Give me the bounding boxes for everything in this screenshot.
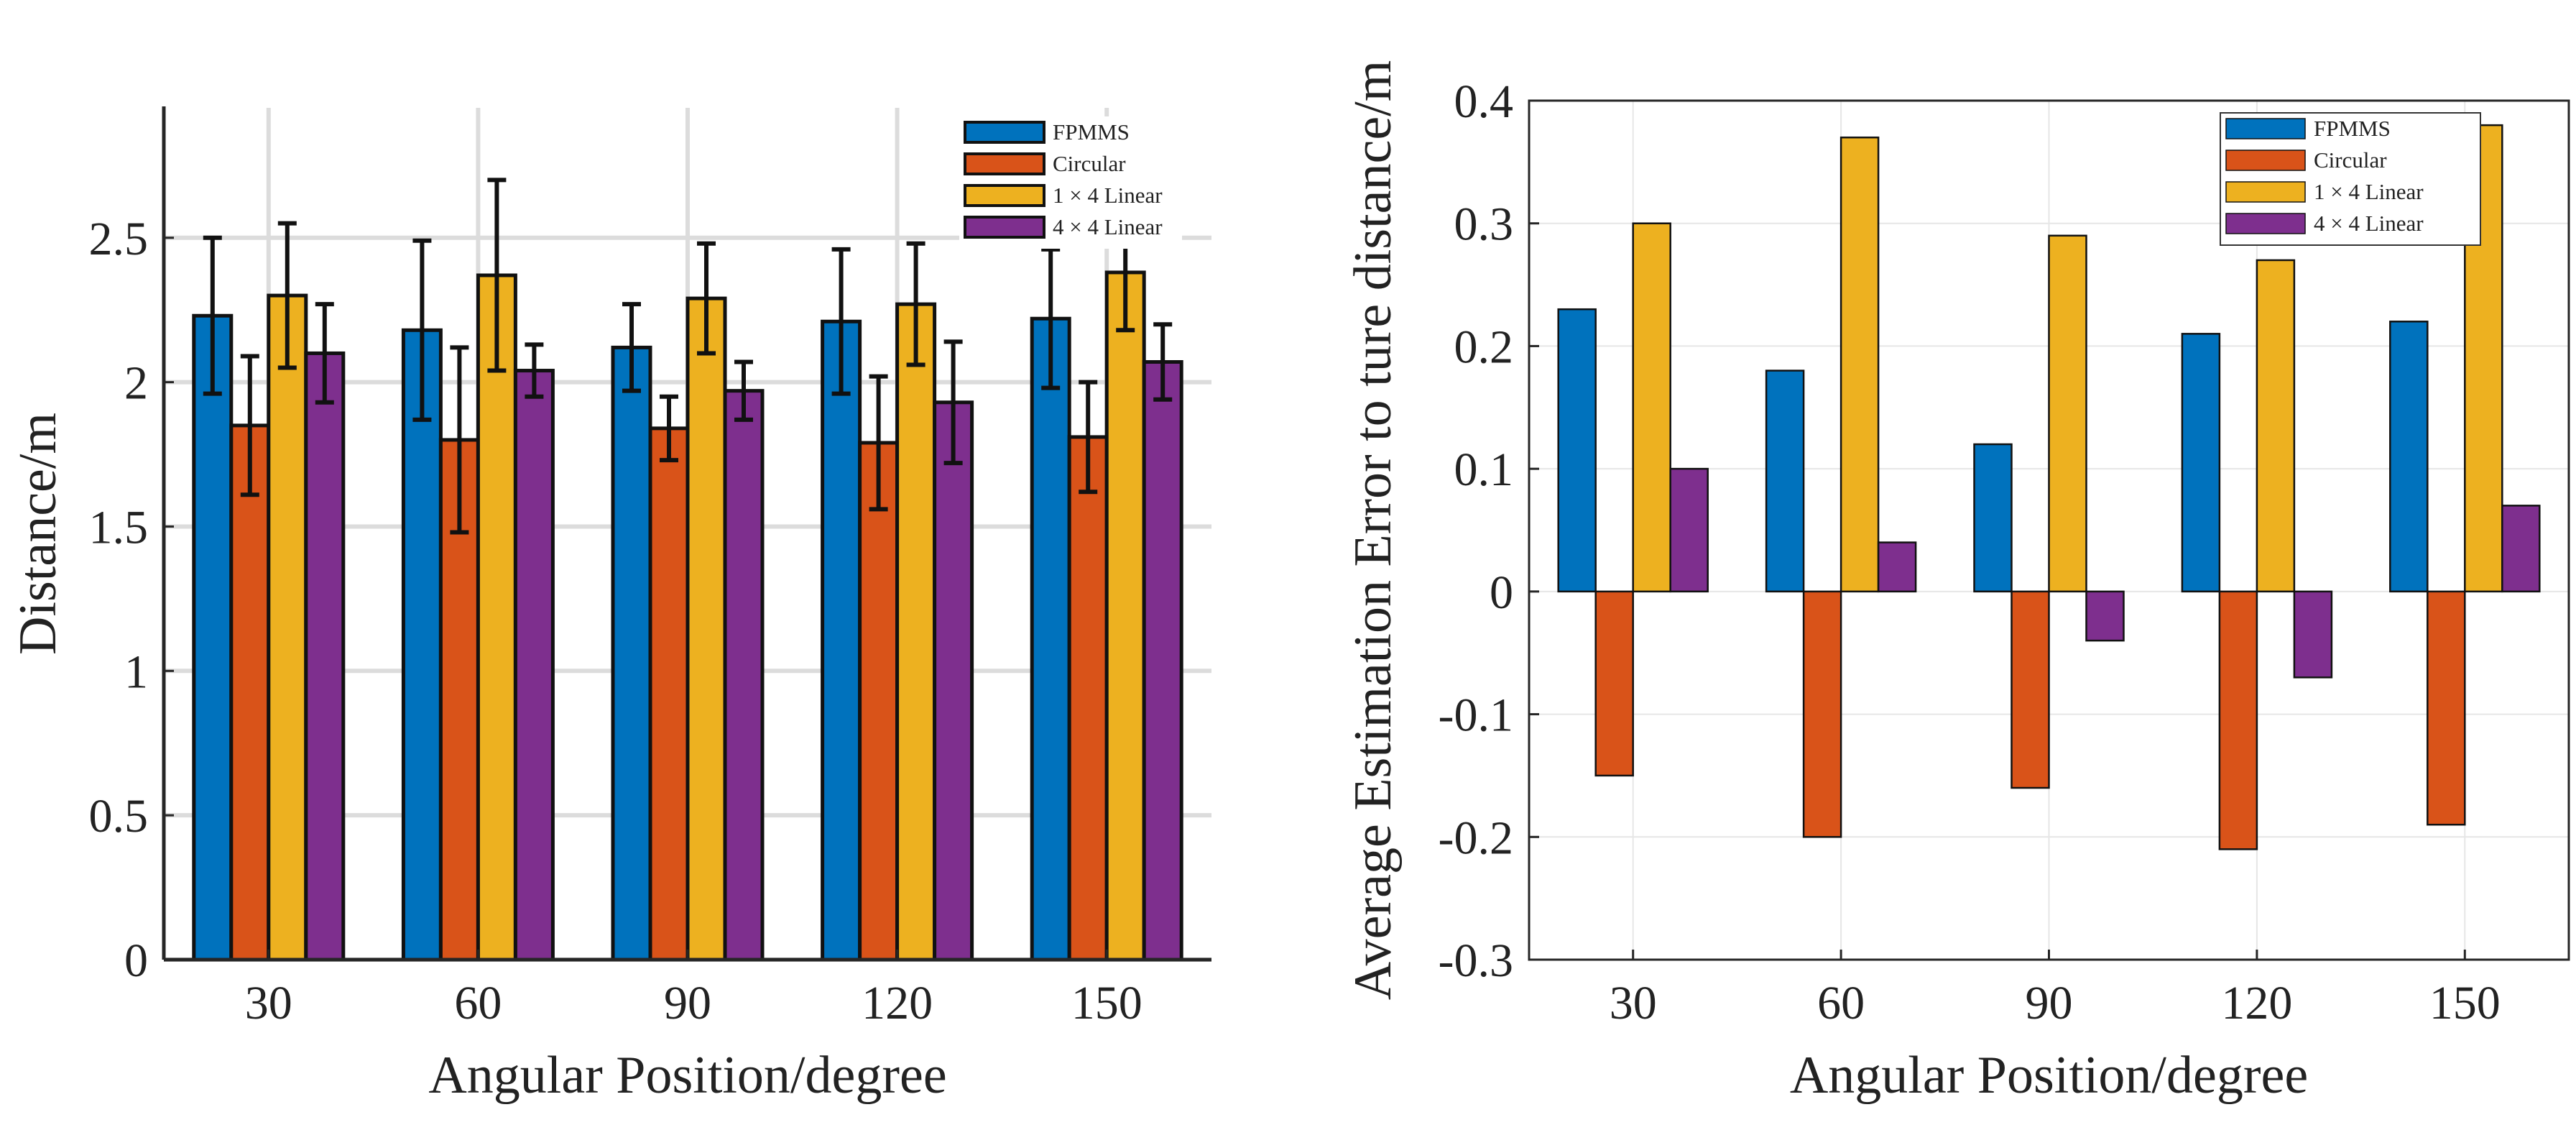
y-ticks: 0 0.5 1 1.5 2 2.5 — [89, 213, 174, 987]
x-tick-label: 60 — [454, 977, 502, 1029]
bar-Circular-150 — [2427, 590, 2466, 826]
bar-FPMMS-120 — [2181, 333, 2221, 593]
bar-Linear14-60 — [1839, 136, 1880, 593]
bar-Circular-120 — [2218, 590, 2258, 850]
bar-Linear14-120 — [895, 302, 937, 962]
x-tick-label: 150 — [2429, 977, 2501, 1029]
bar-Circular-60 — [1802, 590, 1842, 838]
x-tick-label: 120 — [2221, 977, 2292, 1029]
y-tick-label: 0.5 — [89, 790, 149, 842]
bar-Linear14-90 — [685, 296, 727, 962]
error-chart: -0.3 -0.2 -0.1 0 0.1 0.2 0.3 0.4 30 60 90 120 150 Ang… — [1344, 60, 2570, 1105]
legend-label-Linear14: 1 × 4 Linear — [1053, 183, 1163, 208]
distance-chart: 0 0.5 1 1.5 2 2.5 30 60 90 120 150 Angular Position… — [9, 106, 1211, 1105]
y-tick-label: 0 — [124, 935, 148, 987]
legend-label-Linear44: 4 × 4 Linear — [1053, 214, 1163, 239]
legend-label-Linear44: 4 × 4 Linear — [2314, 211, 2424, 236]
legend-swatch-Circular — [964, 152, 1045, 175]
bar-Circular-120 — [858, 441, 900, 962]
y-axis-label: Distance/m — [9, 413, 68, 655]
y-tick-label: 0.2 — [1454, 321, 1514, 373]
y-tick-label: 0.4 — [1454, 75, 1514, 128]
y-tick-label: -0.2 — [1439, 812, 1513, 864]
bar-Linear44-90 — [723, 389, 765, 962]
legend-label-Circular: Circular — [2314, 147, 2387, 173]
bar-Circular-30 — [1594, 590, 1634, 777]
x-tick-label: 30 — [245, 977, 292, 1029]
legend-swatch-FPMMS — [964, 121, 1045, 144]
bar-Circular-30 — [229, 423, 271, 962]
bar-Linear14-60 — [476, 273, 517, 962]
bar-Linear14-150 — [1104, 270, 1146, 962]
legend: FPMMS Circular 1 × 4 Linear 4 × 4 Linear — [2220, 112, 2481, 246]
bars — [1557, 124, 2541, 850]
x-ticks: 30 60 90 120 150 — [1610, 950, 2501, 1029]
x-tick-label: 90 — [2026, 977, 2073, 1029]
y-tick-label: 0.1 — [1454, 444, 1514, 496]
error-bars — [203, 178, 1173, 535]
bar-Linear14-30 — [1632, 222, 1671, 593]
bar-FPMMS-60 — [401, 328, 443, 962]
legend-swatch-Circular — [2225, 150, 2306, 171]
bar-FPMMS-150 — [1030, 316, 1071, 962]
legend-swatch-Linear44 — [964, 216, 1045, 239]
bar-FPMMS-120 — [821, 319, 862, 962]
bar-Linear44-120 — [933, 400, 974, 962]
legend-swatch-Linear44 — [2225, 213, 2306, 234]
bars — [192, 270, 1183, 962]
x-tick-label: 150 — [1071, 977, 1142, 1029]
bar-FPMMS-30 — [192, 313, 234, 962]
y-tick-label: 0.3 — [1454, 198, 1514, 251]
x-axis-label: Angular Position/degree — [428, 1046, 946, 1105]
y-tick-label: 1 — [124, 646, 148, 698]
y-tick-label: 2.5 — [89, 213, 149, 265]
bar-FPMMS-90 — [611, 345, 652, 962]
bar-Linear44-90 — [2085, 590, 2125, 642]
bar-FPMMS-150 — [2389, 321, 2429, 593]
bar-Linear44-30 — [1669, 467, 1709, 593]
bar-Linear14-30 — [267, 293, 308, 962]
bar-Linear44-60 — [513, 369, 555, 962]
y-ticks: -0.3 -0.2 -0.1 0 0.1 0.2 0.3 0.4 — [1439, 75, 1539, 987]
legend-label-FPMMS: FPMMS — [2314, 116, 2391, 141]
bar-Linear44-150 — [2501, 505, 2541, 593]
y-tick-label: -0.3 — [1439, 935, 1513, 987]
x-tick-label: 60 — [1817, 977, 1865, 1029]
bar-Linear14-120 — [2256, 259, 2296, 593]
x-tick-label: 30 — [1610, 977, 1657, 1029]
bar-Circular-150 — [1067, 435, 1109, 962]
x-tick-label: 90 — [664, 977, 711, 1029]
legend-label-FPMMS: FPMMS — [1053, 119, 1130, 144]
bar-FPMMS-90 — [1973, 443, 2013, 593]
y-tick-label: 0 — [1490, 566, 1513, 619]
y-tick-label: -0.1 — [1439, 689, 1513, 742]
legend-label-Circular: Circular — [1053, 151, 1126, 176]
bar-Linear44-60 — [1877, 541, 1917, 593]
legend-swatch-Linear14 — [964, 184, 1045, 207]
legend-label-Linear14: 1 × 4 Linear — [2314, 179, 2424, 204]
y-tick-label: 1.5 — [89, 501, 149, 554]
x-axis-label: Angular Position/degree — [1790, 1046, 2308, 1105]
bar-Linear14-90 — [2048, 234, 2087, 593]
bar-Circular-90 — [648, 426, 690, 962]
bar-FPMMS-30 — [1557, 308, 1597, 593]
legend-swatch-FPMMS — [2225, 118, 2306, 139]
legend-swatch-Linear14 — [2225, 181, 2306, 203]
x-ticks: 30 60 90 120 150 — [245, 950, 1142, 1029]
bar-Linear44-120 — [2293, 590, 2333, 679]
x-tick-label: 120 — [862, 977, 933, 1029]
bar-Circular-90 — [2011, 590, 2050, 789]
bar-Linear44-150 — [1142, 359, 1183, 962]
legend: FPMMS Circular 1 × 4 Linear 4 × 4 Linear — [959, 116, 1182, 249]
bar-Linear44-30 — [304, 351, 346, 962]
y-tick-label: 2 — [124, 357, 148, 410]
y-axis-label: Average Estimation Error to ture distanc… — [1344, 60, 1403, 1001]
bar-FPMMS-60 — [1765, 369, 1805, 593]
